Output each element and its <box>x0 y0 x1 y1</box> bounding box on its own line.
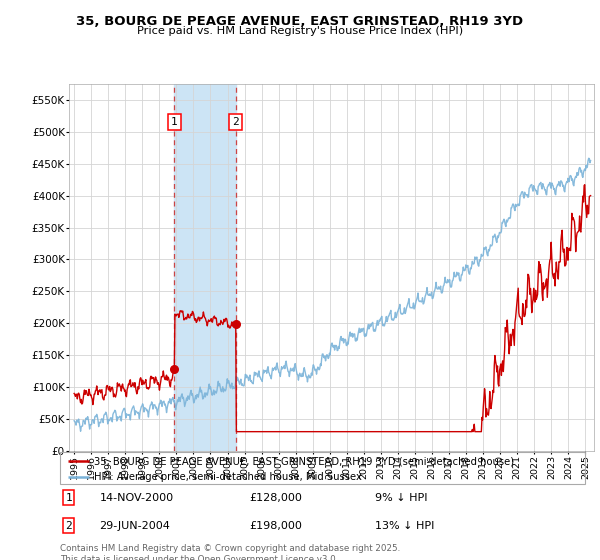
Text: 1: 1 <box>171 117 178 127</box>
Text: 9% ↓ HPI: 9% ↓ HPI <box>375 493 427 503</box>
Text: 29-JUN-2004: 29-JUN-2004 <box>100 520 170 530</box>
Text: 35, BOURG DE PEAGE AVENUE, EAST GRINSTEAD, RH19 3YD (semi-detached house): 35, BOURG DE PEAGE AVENUE, EAST GRINSTEA… <box>94 456 514 466</box>
Text: £198,000: £198,000 <box>249 520 302 530</box>
Bar <box>174 84 236 451</box>
Text: 2: 2 <box>232 117 239 127</box>
Text: Contains HM Land Registry data © Crown copyright and database right 2025.
This d: Contains HM Land Registry data © Crown c… <box>60 544 400 560</box>
Text: 14-NOV-2000: 14-NOV-2000 <box>100 493 173 503</box>
Text: 35, BOURG DE PEAGE AVENUE, EAST GRINSTEAD, RH19 3YD: 35, BOURG DE PEAGE AVENUE, EAST GRINSTEA… <box>76 15 524 27</box>
Text: HPI: Average price, semi-detached house, Mid Sussex: HPI: Average price, semi-detached house,… <box>94 472 362 482</box>
Text: 1: 1 <box>65 493 72 503</box>
Text: 2: 2 <box>65 520 72 530</box>
Text: £128,000: £128,000 <box>249 493 302 503</box>
Text: Price paid vs. HM Land Registry's House Price Index (HPI): Price paid vs. HM Land Registry's House … <box>137 26 463 36</box>
Text: 13% ↓ HPI: 13% ↓ HPI <box>375 520 434 530</box>
